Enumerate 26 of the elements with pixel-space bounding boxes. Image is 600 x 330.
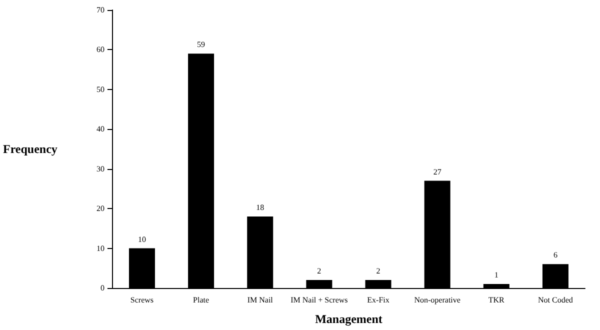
x-tick-label: IM Nail + Screws	[290, 296, 348, 304]
y-tick-label: 20	[96, 204, 104, 214]
y-tick-label: 70	[96, 6, 104, 14]
x-tick-label: Not Coded	[538, 296, 573, 304]
data-label: 18	[256, 203, 264, 212]
y-tick-label: 0	[100, 284, 104, 292]
x-axis-title: Management	[315, 312, 382, 326]
y-axis-title: Frequency	[2, 142, 58, 156]
y-tick-label: 30	[96, 164, 104, 174]
x-tick-label: IM Nail	[247, 296, 274, 304]
data-label: 1	[494, 270, 498, 280]
data-label: 2	[317, 266, 322, 276]
x-tick-label: TKR	[488, 296, 506, 304]
data-label: 27	[433, 167, 442, 176]
y-tick-label: 40	[96, 124, 104, 134]
x-tick-label: Non-operative	[414, 296, 461, 304]
data-label: 59	[197, 40, 206, 50]
data-label: 6	[553, 250, 558, 260]
y-tick-label: 10	[96, 244, 104, 253]
y-tick-label: 60	[96, 45, 104, 54]
y-tick-label: 50	[96, 84, 104, 94]
x-tick-label: Screws	[130, 296, 154, 304]
data-label: 10	[138, 234, 146, 244]
x-tick-label: Ex-Fix	[367, 296, 390, 304]
x-tick-label: Plate	[193, 296, 210, 304]
data-label: 2	[376, 266, 380, 276]
